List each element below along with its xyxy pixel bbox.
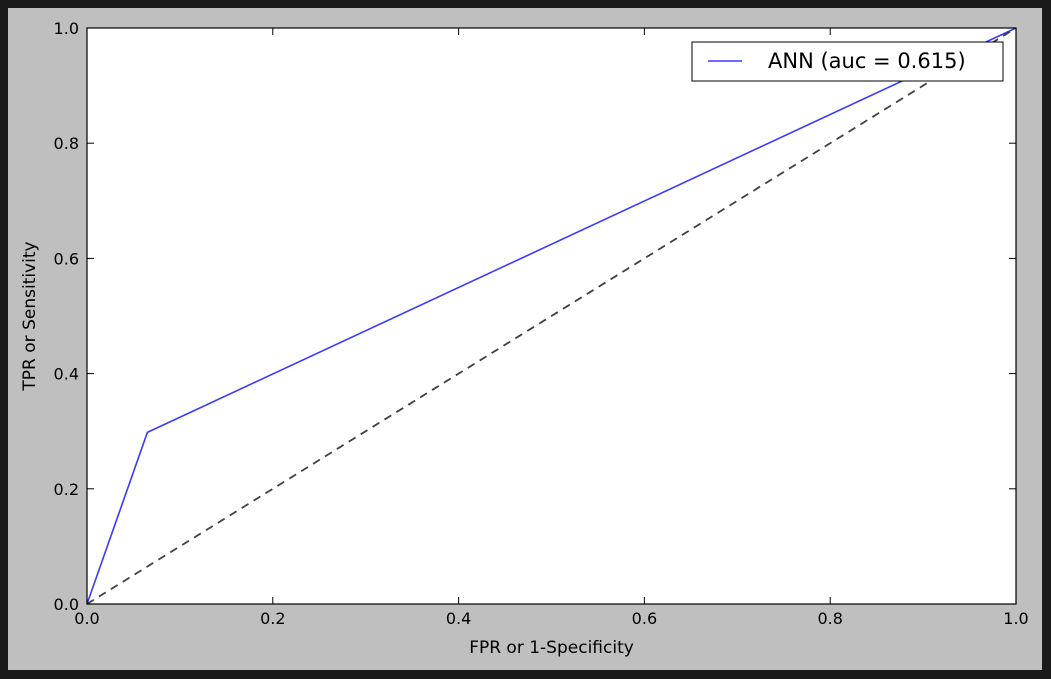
series-layer [86,27,1017,605]
y-tick-label: 0.0 [54,595,79,614]
y-tick-label: 0.4 [54,365,79,384]
x-tick-label: 0.0 [74,609,99,628]
y-tick-label: 0.6 [54,249,79,268]
x-tick-label: 1.0 [1003,609,1028,628]
y-tick-label: 0.2 [54,480,79,499]
plot-frame [86,27,1017,605]
x-tick-label: 0.8 [817,609,842,628]
legend-label-ann: ANN (auc = 0.615) [768,49,966,73]
ticks-layer: 0.0 0.2 0.4 0.6 0.8 1.0 0.0 0.2 0.4 0.6 0.8 1.0 [54,19,1029,628]
x-tick-label: 0.2 [260,609,285,628]
x-tick-label: 0.4 [446,609,471,628]
legend-box [691,41,1004,82]
chance-diagonal-line [86,27,1017,605]
y-tick-label: 1.0 [54,19,79,38]
x-axis-label: FPR or 1-Specificity [469,638,634,658]
y-axis-label: TPR or Sensitivity [20,241,40,391]
x-tick-label: 0.6 [632,609,657,628]
series-line-ann [86,27,1017,605]
y-tick-label: 0.8 [54,134,79,153]
legend: ANN (auc = 0.615) [691,41,1004,82]
